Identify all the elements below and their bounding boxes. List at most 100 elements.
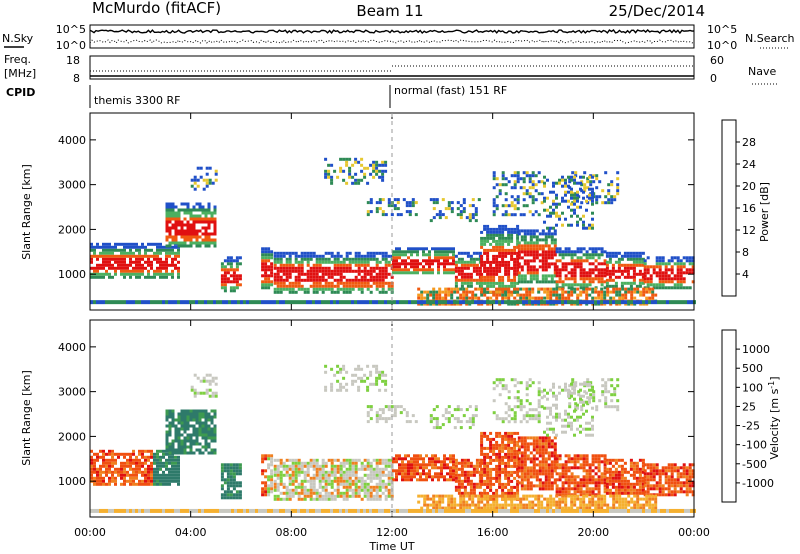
velocity-cell bbox=[348, 494, 352, 498]
power-cell bbox=[408, 210, 412, 214]
velocity-cell bbox=[165, 479, 168, 483]
power-cell bbox=[480, 230, 484, 234]
power-cell bbox=[546, 300, 549, 305]
power-cell bbox=[443, 265, 446, 269]
power-cell bbox=[573, 178, 576, 182]
power-cell bbox=[486, 278, 490, 282]
power-cell bbox=[573, 271, 577, 275]
power-cell bbox=[616, 186, 620, 190]
power-cell bbox=[538, 247, 542, 251]
power-cell bbox=[492, 293, 496, 297]
velocity-cell bbox=[526, 457, 530, 461]
power-cell bbox=[492, 233, 496, 237]
y-tick-label: 3000 bbox=[58, 179, 86, 192]
velocity-cell bbox=[312, 479, 316, 483]
velocity-cell bbox=[180, 427, 184, 431]
velocity-cell bbox=[535, 445, 539, 449]
power-cell bbox=[345, 163, 349, 167]
power-cell bbox=[198, 244, 202, 248]
power-cell bbox=[261, 256, 265, 260]
power-cell bbox=[446, 262, 449, 266]
velocity-cell bbox=[398, 454, 401, 458]
velocity-cell bbox=[288, 467, 292, 471]
power-cell bbox=[523, 253, 527, 257]
power-cell bbox=[372, 266, 376, 270]
velocity-cell bbox=[480, 479, 484, 483]
velocity-cell bbox=[183, 412, 187, 416]
velocity-cell bbox=[504, 431, 508, 435]
power-cell bbox=[261, 274, 265, 278]
power-cell bbox=[582, 283, 586, 287]
power-cell bbox=[306, 275, 310, 279]
power-cell bbox=[594, 250, 598, 254]
velocity-cell bbox=[378, 488, 382, 492]
power-cell bbox=[544, 232, 548, 236]
velocity-cell bbox=[378, 473, 382, 477]
velocity-cell bbox=[171, 479, 174, 483]
velocity-cell bbox=[357, 458, 361, 462]
velocity-cell bbox=[162, 449, 165, 453]
velocity-cell bbox=[108, 482, 111, 486]
power-cell bbox=[531, 186, 535, 190]
power-cell bbox=[234, 300, 237, 305]
velocity-cell bbox=[312, 497, 316, 501]
power-cell bbox=[443, 247, 446, 251]
power-cell bbox=[474, 207, 478, 211]
velocity-cell bbox=[111, 476, 114, 480]
power-cell bbox=[538, 232, 542, 236]
power-cell bbox=[438, 213, 442, 217]
velocity-cell bbox=[279, 464, 283, 468]
power-cell bbox=[141, 266, 144, 270]
velocity-cell bbox=[366, 488, 370, 492]
power-cell bbox=[431, 247, 434, 251]
power-cell bbox=[330, 254, 334, 258]
velocity-cell bbox=[378, 482, 382, 486]
power-cell bbox=[588, 274, 592, 278]
velocity-cell bbox=[264, 475, 268, 479]
velocity-cell bbox=[135, 461, 138, 465]
power-cell bbox=[588, 280, 592, 284]
velocity-cell bbox=[123, 467, 126, 471]
velocity-cell bbox=[312, 473, 316, 477]
velocity-cell bbox=[564, 460, 568, 464]
velocity-cell bbox=[165, 436, 169, 440]
velocity-cell bbox=[523, 445, 527, 449]
power-cell bbox=[570, 300, 573, 305]
power-cell bbox=[366, 287, 370, 291]
power-cell bbox=[532, 250, 536, 254]
power-cell bbox=[162, 263, 165, 267]
velocity-cell bbox=[369, 473, 373, 477]
velocity-cell bbox=[207, 424, 211, 428]
power-cell bbox=[588, 300, 591, 305]
power-cell bbox=[526, 262, 530, 266]
power-cell bbox=[541, 268, 545, 272]
power-cell bbox=[507, 275, 511, 279]
velocity-cell bbox=[416, 460, 419, 464]
velocity-cell bbox=[570, 472, 574, 476]
velocity-cell bbox=[183, 436, 187, 440]
power-cell bbox=[501, 236, 505, 240]
velocity-cell bbox=[466, 458, 470, 462]
velocity-cell bbox=[288, 458, 292, 462]
power-cell bbox=[462, 296, 466, 300]
power-cell bbox=[198, 205, 202, 209]
power-cell bbox=[520, 229, 524, 233]
velocity-cell bbox=[469, 485, 473, 489]
velocity-cell bbox=[309, 485, 313, 489]
power-cell bbox=[384, 251, 388, 255]
velocity-cell bbox=[489, 473, 493, 477]
station-title: McMurdo (fitACF) bbox=[92, 0, 221, 17]
power-cell bbox=[165, 272, 168, 276]
velocity-cell bbox=[330, 458, 334, 462]
velocity-cell bbox=[550, 487, 554, 491]
power-cell bbox=[108, 251, 111, 255]
power-cell bbox=[523, 241, 527, 245]
power-cell bbox=[225, 300, 228, 305]
power-cell bbox=[526, 268, 530, 272]
power-cell bbox=[522, 300, 525, 305]
power-cell bbox=[357, 160, 361, 164]
velocity-cell bbox=[138, 482, 141, 486]
velocity-cell bbox=[294, 488, 298, 492]
velocity-cell bbox=[591, 478, 595, 482]
velocity-cell bbox=[463, 491, 467, 495]
